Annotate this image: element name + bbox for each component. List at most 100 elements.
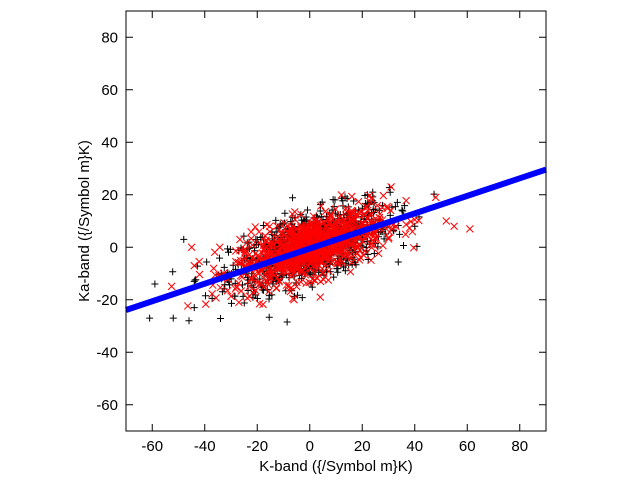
data-point-plus bbox=[298, 294, 306, 302]
data-point-cross bbox=[234, 279, 243, 288]
data-point-cross bbox=[297, 210, 305, 219]
data-point-plus bbox=[227, 299, 235, 307]
data-point-cross bbox=[251, 223, 260, 231]
data-point-cross bbox=[333, 259, 342, 268]
data-point-cross bbox=[298, 253, 307, 262]
data-point-cross bbox=[195, 257, 204, 266]
data-point-cross bbox=[277, 239, 286, 248]
data-point-cross bbox=[251, 286, 260, 295]
data-point-cross bbox=[337, 191, 346, 199]
data-point-cross bbox=[302, 221, 310, 230]
data-point-plus bbox=[386, 211, 394, 219]
data-point-cross bbox=[342, 246, 351, 255]
y-tick-label: 20 bbox=[101, 187, 118, 204]
data-point-cross bbox=[296, 231, 305, 239]
data-point-plus bbox=[369, 206, 377, 214]
data-point-cross bbox=[316, 277, 325, 286]
data-point-cross bbox=[409, 243, 418, 252]
data-point-plus bbox=[391, 203, 399, 211]
data-point-plus bbox=[185, 317, 193, 325]
data-point-cross bbox=[290, 263, 299, 272]
data-point-cross bbox=[370, 229, 379, 237]
data-point-cross bbox=[466, 225, 474, 233]
data-point-plus bbox=[400, 241, 408, 249]
data-point-cross bbox=[308, 275, 317, 284]
y-tick-label: 0 bbox=[110, 239, 118, 256]
data-point-plus bbox=[216, 315, 224, 323]
data-point-cross bbox=[339, 215, 348, 224]
data-point-cross bbox=[209, 264, 218, 273]
data-point-cross bbox=[287, 222, 296, 231]
data-point-plus bbox=[393, 198, 401, 206]
data-point-cross bbox=[375, 213, 384, 222]
data-point-plus bbox=[224, 245, 232, 253]
data-point-cross bbox=[268, 241, 277, 250]
data-point-plus bbox=[190, 304, 198, 312]
data-point-cross bbox=[273, 222, 281, 230]
data-point-cross bbox=[250, 270, 259, 279]
y-tick-label: 80 bbox=[101, 29, 118, 46]
data-point-cross bbox=[402, 196, 410, 205]
data-point-plus bbox=[190, 277, 198, 285]
data-point-cross bbox=[255, 227, 263, 236]
fit-line-series bbox=[125, 166, 547, 313]
data-point-plus bbox=[334, 265, 342, 273]
data-point-cross bbox=[201, 300, 210, 308]
data-point-cross bbox=[402, 220, 410, 229]
data-point-cross bbox=[265, 287, 273, 296]
x-tick-label: -60 bbox=[141, 438, 163, 455]
data-point-cross bbox=[183, 302, 192, 310]
data-point-cross bbox=[323, 231, 332, 240]
y-tick-label: -20 bbox=[96, 292, 118, 309]
data-point-cross bbox=[253, 278, 262, 287]
data-point-plus bbox=[169, 268, 177, 276]
data-point-plus bbox=[256, 275, 264, 283]
data-point-plus bbox=[265, 313, 273, 321]
data-point-cross bbox=[290, 239, 298, 247]
data-point-cross bbox=[276, 229, 285, 238]
data-point-cross bbox=[245, 282, 254, 291]
data-point-cross bbox=[388, 224, 397, 233]
data-point-cross bbox=[336, 250, 345, 259]
data-point-cross bbox=[216, 283, 225, 292]
data-point-cross bbox=[401, 230, 410, 239]
data-point-cross bbox=[290, 295, 298, 304]
data-point-plus bbox=[298, 216, 306, 224]
data-point-cross bbox=[301, 253, 310, 262]
data-point-cross bbox=[367, 240, 375, 249]
data-point-cross bbox=[305, 230, 313, 239]
data-point-cross bbox=[327, 247, 336, 256]
data-point-cross bbox=[365, 191, 374, 200]
data-point-cross bbox=[241, 249, 249, 258]
data-point-cross bbox=[258, 249, 267, 257]
x-axis: -60 -40 -20 0 20 40 60 80 bbox=[141, 11, 528, 455]
data-point-cross bbox=[410, 215, 419, 224]
data-point-cross bbox=[352, 242, 361, 251]
data-point-cross bbox=[311, 255, 320, 264]
data-point-cross bbox=[231, 285, 240, 293]
data-point-cross bbox=[292, 282, 301, 291]
red-cross-series bbox=[167, 183, 474, 310]
y-tick-label: 60 bbox=[101, 82, 118, 99]
data-point-cross bbox=[272, 283, 281, 292]
data-point-cross bbox=[365, 211, 374, 220]
data-point-cross bbox=[318, 268, 327, 276]
y-tick-label: -40 bbox=[96, 344, 118, 361]
data-point-plus bbox=[401, 202, 409, 210]
data-point-cross bbox=[367, 256, 375, 265]
data-point-cross bbox=[268, 265, 277, 274]
data-point-plus bbox=[201, 292, 209, 300]
data-point-cross bbox=[347, 192, 356, 201]
data-point-cross bbox=[310, 276, 319, 284]
y-axis: -60 -40 -20 0 20 40 60 80 bbox=[96, 29, 546, 414]
data-point-cross bbox=[341, 204, 350, 213]
data-point-cross bbox=[355, 256, 364, 264]
data-point-cross bbox=[190, 261, 199, 270]
data-point-cross bbox=[301, 268, 309, 277]
data-point-plus bbox=[386, 188, 394, 196]
y-tick-label: -60 bbox=[96, 397, 118, 414]
data-point-cross bbox=[408, 227, 417, 236]
data-point-plus bbox=[215, 254, 223, 262]
data-point-cross bbox=[291, 215, 299, 224]
data-point-cross bbox=[339, 223, 348, 231]
